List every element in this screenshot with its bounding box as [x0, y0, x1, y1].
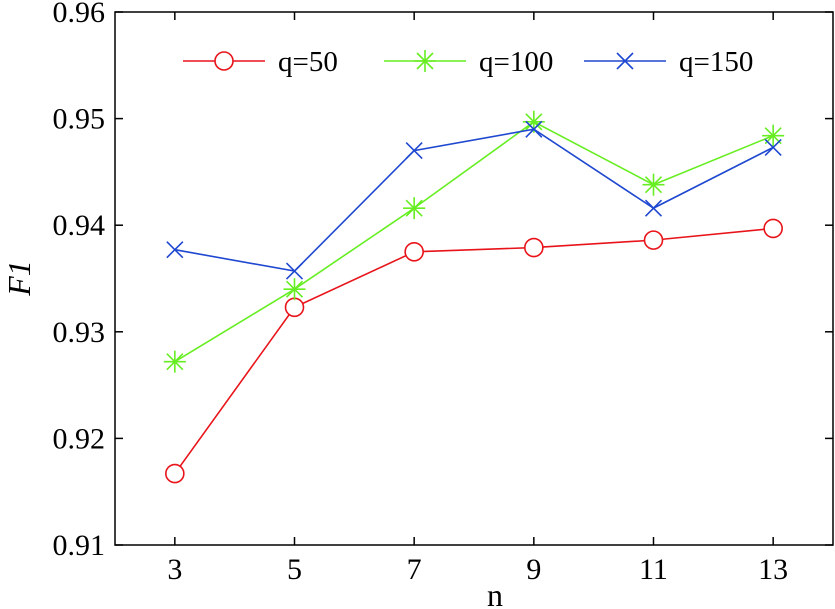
legend-entry: q=150 — [584, 46, 753, 78]
y-tick-label: 0.93 — [53, 316, 106, 349]
y-axis-label: F1 — [1, 260, 37, 297]
series-layer — [163, 110, 785, 484]
legend-label: q=150 — [679, 46, 753, 78]
y-tick-label: 0.94 — [53, 209, 106, 242]
plot-area — [114, 11, 834, 546]
data-point — [642, 173, 665, 196]
data-point — [405, 142, 423, 160]
x-tick-label: 7 — [407, 553, 422, 586]
data-point — [403, 197, 426, 220]
axis-ticks: 3 5 7 9 11 13 0.91 0.92 0.93 0.94 0.95 0.96 — [53, 0, 833, 586]
y-tick-label: 0.95 — [53, 103, 106, 136]
y-tick-label: 0.92 — [53, 422, 106, 455]
data-point — [764, 138, 782, 156]
data-point — [166, 241, 184, 259]
series-3 — [166, 120, 782, 280]
legend: q=50 q=100 q=150 — [183, 46, 753, 78]
data-point — [284, 297, 305, 318]
x-tick-label: 3 — [167, 553, 182, 586]
data-point — [283, 278, 306, 301]
x-tick-label: 13 — [758, 553, 788, 586]
series-line — [174, 128, 774, 272]
legend-entry: q=100 — [384, 46, 553, 78]
series-line — [174, 120, 774, 363]
series-1 — [165, 218, 783, 484]
data-point — [763, 218, 783, 239]
y-tick-label: 0.91 — [53, 529, 106, 562]
data-point — [285, 262, 304, 280]
legend-entry: q=50 — [183, 46, 338, 78]
data-point — [762, 124, 785, 147]
legend-label: q=50 — [278, 46, 338, 78]
data-point — [644, 199, 663, 217]
legend-marker — [214, 51, 234, 71]
data-point — [643, 230, 664, 250]
y-tick-label: 0.96 — [53, 0, 106, 29]
legend-marker — [414, 50, 436, 72]
data-point — [524, 237, 544, 258]
legend-label: q=100 — [479, 46, 553, 78]
x-axis-label: n — [487, 577, 503, 609]
series-line — [174, 227, 774, 475]
data-point — [525, 120, 543, 138]
x-tick-label: 5 — [287, 553, 302, 586]
x-tick-label: 9 — [526, 553, 541, 586]
data-point — [404, 242, 424, 262]
legend-marker — [616, 52, 634, 70]
x-tick-label: 11 — [639, 553, 668, 586]
data-point — [163, 350, 186, 373]
data-point — [165, 463, 185, 484]
